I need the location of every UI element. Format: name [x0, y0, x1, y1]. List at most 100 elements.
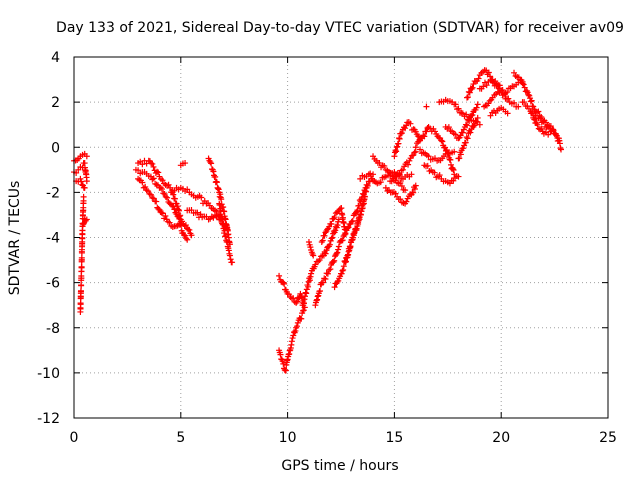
data-point: [485, 69, 492, 76]
data-point: [382, 184, 389, 191]
data-point: [331, 284, 338, 291]
y-tick-label: -8: [46, 321, 60, 337]
data-point: [78, 178, 85, 185]
data-point: [322, 229, 329, 236]
data-point: [159, 177, 166, 184]
data-point: [459, 129, 466, 136]
data-point: [471, 122, 478, 129]
data-point: [402, 125, 409, 132]
data-point: [346, 245, 353, 252]
data-point: [198, 194, 205, 201]
data-point: [161, 191, 168, 198]
data-point: [349, 217, 356, 224]
data-point: [171, 195, 178, 202]
data-point: [153, 198, 160, 205]
data-point: [452, 131, 459, 138]
data-point: [417, 146, 424, 153]
data-point: [353, 227, 360, 234]
data-point: [465, 88, 472, 95]
data-point: [78, 275, 85, 282]
data-point: [279, 358, 286, 365]
data-point: [77, 175, 84, 182]
data-point: [358, 208, 365, 215]
data-point: [410, 152, 417, 159]
data-point: [78, 282, 85, 289]
data-point: [528, 97, 535, 104]
data-point: [226, 252, 233, 259]
data-point: [397, 179, 404, 186]
data-point: [538, 113, 545, 120]
data-point: [540, 118, 547, 125]
data-point: [464, 135, 471, 142]
data-points: [71, 67, 565, 374]
data-point: [328, 235, 335, 242]
data-point: [155, 169, 162, 176]
data-point: [139, 179, 146, 186]
data-point: [396, 135, 403, 142]
data-point: [348, 218, 355, 225]
data-point: [535, 108, 542, 115]
data-point: [331, 257, 338, 264]
data-point: [345, 224, 352, 231]
data-point: [463, 111, 470, 118]
data-point: [213, 179, 220, 186]
data-point: [504, 110, 511, 117]
x-tick-label: 5: [176, 430, 185, 446]
data-point: [139, 161, 146, 168]
data-point: [412, 182, 419, 189]
data-point: [78, 287, 85, 294]
data-point: [390, 175, 397, 182]
data-point: [527, 98, 534, 105]
data-point: [392, 190, 399, 197]
data-point: [405, 161, 412, 168]
x-tick-label: 10: [279, 430, 297, 446]
data-point: [496, 82, 503, 89]
data-point: [330, 259, 337, 266]
data-point: [216, 202, 223, 209]
data-point: [530, 103, 537, 110]
data-point: [376, 160, 383, 167]
data-point: [229, 259, 236, 266]
data-point: [425, 153, 432, 160]
data-point: [511, 69, 518, 76]
y-tick-labels: -12 -10 -8 -6 -4 -2 0 2 4: [37, 50, 60, 427]
data-point: [367, 170, 374, 177]
data-point: [450, 167, 457, 173]
x-axis-label: GPS time / hours: [281, 458, 398, 474]
data-point: [457, 151, 464, 158]
data-point: [443, 146, 450, 153]
data-point: [545, 131, 552, 138]
data-point: [175, 207, 182, 214]
data-point: [208, 160, 215, 167]
data-point: [515, 103, 522, 110]
data-point: [345, 251, 352, 258]
data-point: [553, 132, 560, 139]
data-point: [305, 283, 312, 290]
data-point: [464, 122, 471, 129]
data-point: [387, 169, 394, 176]
data-point: [339, 237, 346, 244]
data-point: [280, 279, 287, 286]
data-point: [221, 227, 228, 234]
data-point: [412, 144, 419, 151]
data-point: [174, 203, 181, 210]
data-point: [464, 94, 471, 101]
data-point: [322, 250, 329, 257]
data-point: [154, 168, 161, 175]
data-point: [407, 120, 414, 127]
data-point: [468, 86, 475, 93]
grid: [74, 57, 608, 418]
data-point: [306, 277, 313, 284]
data-point: [547, 128, 554, 135]
data-point: [149, 176, 156, 183]
data-point: [342, 259, 349, 266]
data-point: [344, 254, 351, 261]
data-point: [293, 323, 300, 330]
data-point: [489, 78, 496, 85]
data-point: [448, 161, 455, 168]
data-point: [397, 196, 404, 203]
data-point: [330, 215, 337, 222]
chart-title: Day 133 of 2021, Sidereal Day-to-day VTE…: [56, 20, 624, 36]
data-point: [158, 209, 165, 216]
data-point: [534, 121, 541, 128]
